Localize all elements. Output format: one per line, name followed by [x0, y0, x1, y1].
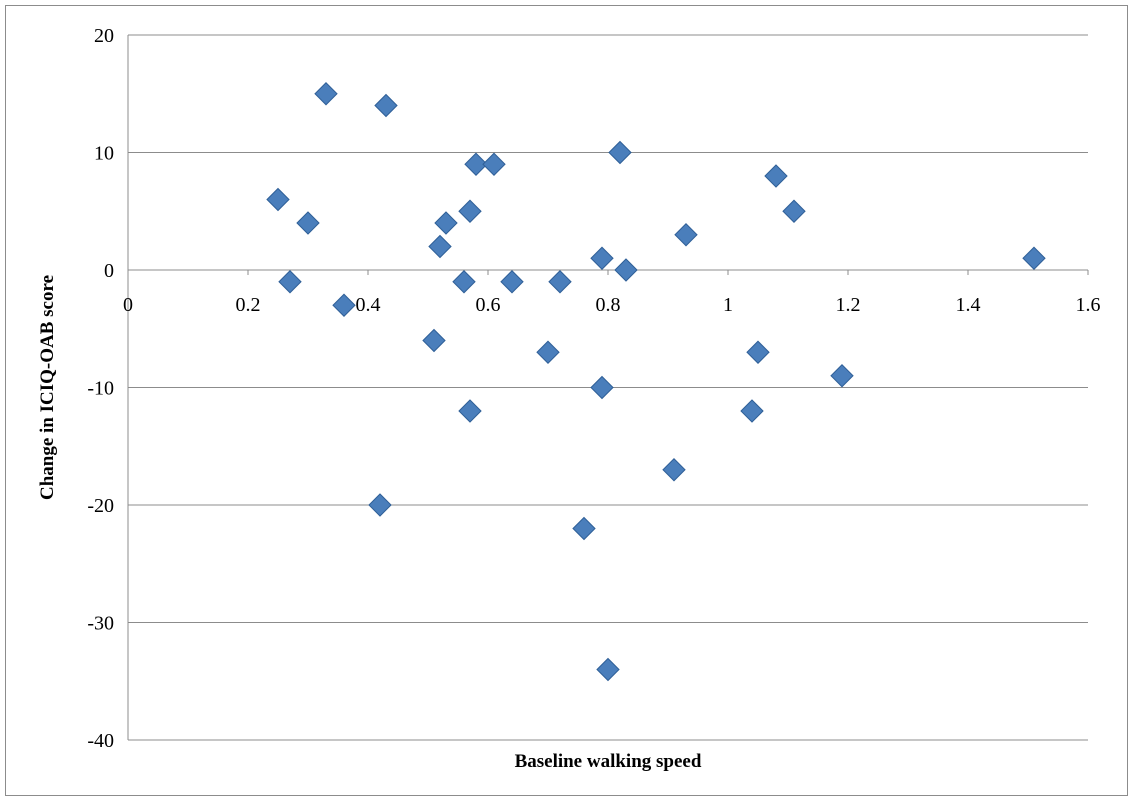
- data-point: [434, 211, 458, 235]
- x-tick-label: 0.2: [236, 294, 261, 316]
- data-point: [674, 223, 698, 247]
- data-point: [368, 493, 392, 517]
- y-axis-ticks: 20 10 0 -10 -20 -30 -40: [87, 25, 114, 752]
- data-point: [590, 375, 614, 400]
- data-point: [278, 270, 302, 294]
- data-point: [764, 164, 788, 188]
- y-tick-label: -40: [87, 730, 114, 752]
- data-point: [332, 293, 356, 317]
- data-point: [500, 270, 524, 294]
- y-tick-label: 20: [94, 25, 114, 47]
- data-point: [422, 328, 446, 353]
- data-point: [782, 199, 806, 223]
- data-point: [314, 82, 338, 106]
- data-point: [572, 516, 596, 541]
- x-tick-label: 1: [723, 294, 733, 316]
- y-tick-label: 0: [104, 260, 114, 282]
- x-tick-label: 0.4: [356, 294, 381, 316]
- x-tick-label: 0.8: [596, 294, 621, 316]
- y-tick-label: -20: [87, 495, 114, 517]
- data-point: [428, 234, 452, 259]
- data-point: [590, 246, 614, 270]
- x-axis-ticks: 0 0.2 0.4 0.6 0.8 1 1.2 1.4 1.6: [123, 270, 1101, 316]
- data-point: [608, 140, 632, 165]
- gridlines: [128, 34, 1088, 741]
- x-axis-title: Baseline walking speed: [515, 751, 702, 772]
- data-point: [740, 399, 764, 423]
- data-point: [662, 458, 686, 482]
- x-tick-label: 1.4: [956, 294, 981, 316]
- data-point: [464, 152, 488, 176]
- data-point: [458, 399, 482, 423]
- data-point: [452, 270, 476, 294]
- y-tick-label: -10: [87, 378, 114, 400]
- data-point: [482, 152, 506, 176]
- data-point: [296, 211, 320, 235]
- x-tick-label: 1.2: [836, 294, 861, 316]
- data-points: [266, 82, 1046, 682]
- chart-frame: [5, 5, 1128, 796]
- data-point: [596, 657, 620, 682]
- y-axis-title: Change in ICIQ-OAB score: [37, 275, 58, 500]
- data-point: [458, 199, 482, 223]
- x-tick-label: 1.6: [1076, 294, 1101, 316]
- y-tick-label: 10: [94, 143, 114, 165]
- data-point: [746, 340, 770, 364]
- data-point: [1022, 246, 1046, 270]
- y-tick-label: -30: [87, 613, 114, 635]
- data-point: [266, 187, 290, 212]
- x-tick-label: 0: [123, 294, 133, 316]
- x-tick-label: 0.6: [476, 294, 501, 316]
- data-point: [374, 93, 398, 118]
- data-point: [536, 340, 560, 364]
- data-point: [548, 270, 572, 294]
- data-point: [830, 364, 854, 388]
- data-point: [614, 258, 638, 282]
